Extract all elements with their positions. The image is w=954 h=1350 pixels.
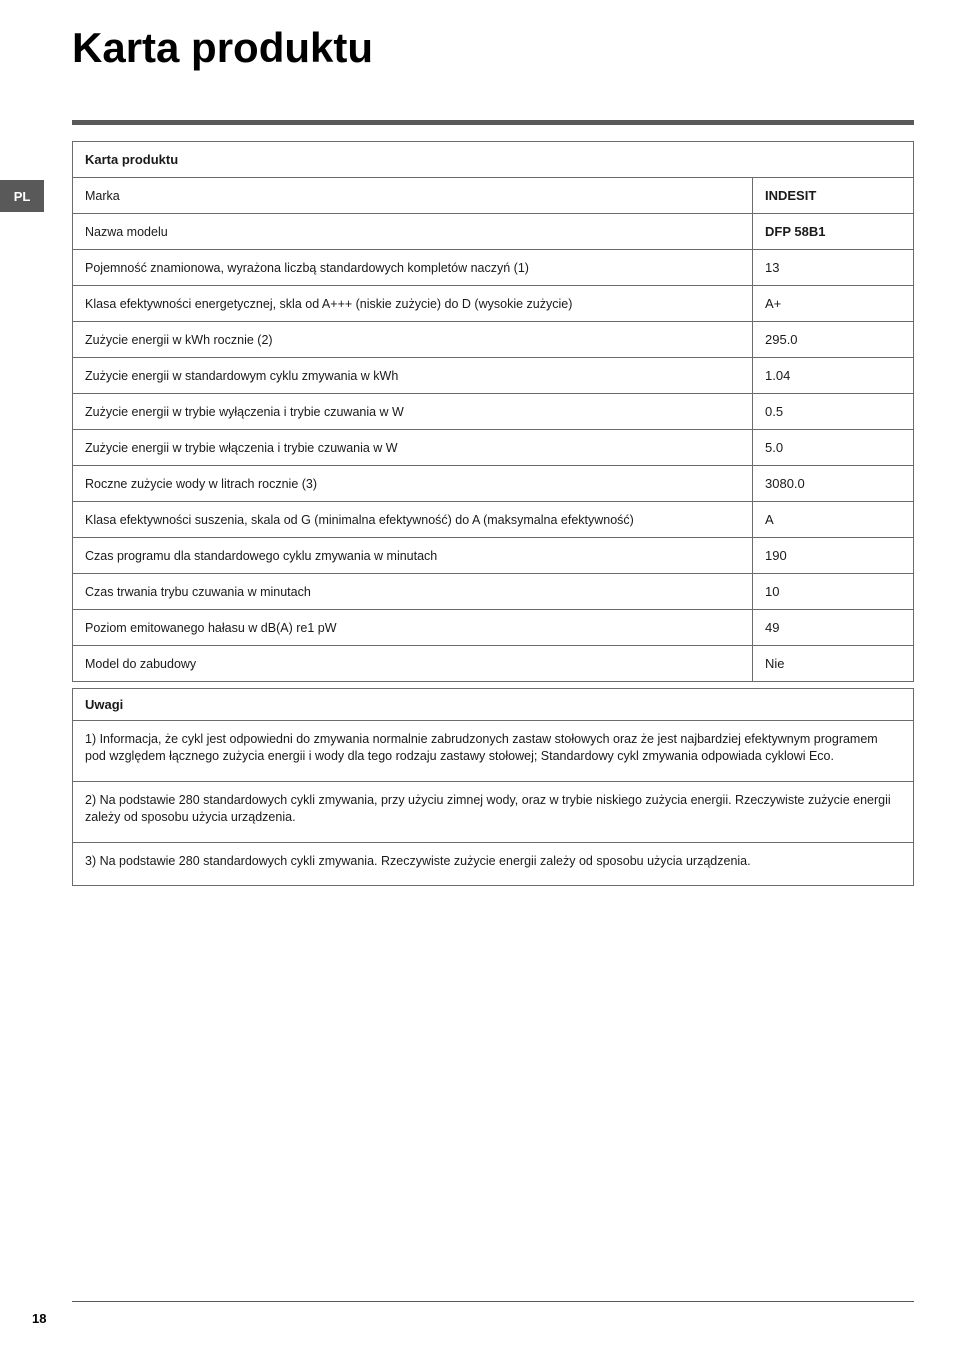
page-number: 18 <box>32 1311 46 1326</box>
table-row: Czas trwania trybu czuwania w minutach10 <box>73 574 914 610</box>
product-data-table: Karta produktu MarkaINDESITNazwa modeluD… <box>72 141 914 682</box>
spec-value: 0.5 <box>753 394 914 430</box>
spec-value: DFP 58B1 <box>753 214 914 250</box>
table-row: Zużycie energii w kWh rocznie (2)295.0 <box>73 322 914 358</box>
table-row: Pojemność znamionowa, wyrażona liczbą st… <box>73 250 914 286</box>
note-text: 3) Na podstawie 280 standardowych cykli … <box>73 842 914 886</box>
spec-label: Roczne zużycie wody w litrach rocznie (3… <box>73 466 753 502</box>
spec-label: Zużycie energii w trybie włączenia i try… <box>73 430 753 466</box>
spec-value: 5.0 <box>753 430 914 466</box>
spec-label: Czas trwania trybu czuwania w minutach <box>73 574 753 610</box>
table-row: MarkaINDESIT <box>73 178 914 214</box>
spec-label: Zużycie energii w standardowym cyklu zmy… <box>73 358 753 394</box>
language-tab: PL <box>0 180 44 212</box>
table-row: Roczne zużycie wody w litrach rocznie (3… <box>73 466 914 502</box>
footer-rule <box>72 1301 914 1303</box>
page-container: Karta produktu Karta produktu MarkaINDES… <box>0 0 954 886</box>
spec-value: 190 <box>753 538 914 574</box>
spec-value: 13 <box>753 250 914 286</box>
header-rule <box>72 120 914 125</box>
spec-label: Poziom emitowanego hałasu w dB(A) re1 pW <box>73 610 753 646</box>
table-row: Model do zabudowyNie <box>73 646 914 682</box>
spec-label: Pojemność znamionowa, wyrażona liczbą st… <box>73 250 753 286</box>
page-title: Karta produktu <box>72 24 914 72</box>
spec-label: Klasa efektywności suszenia, skala od G … <box>73 502 753 538</box>
spec-value: INDESIT <box>753 178 914 214</box>
table-row: Zużycie energii w trybie wyłączenia i tr… <box>73 394 914 430</box>
table-row: Zużycie energii w trybie włączenia i try… <box>73 430 914 466</box>
table-row: Zużycie energii w standardowym cyklu zmy… <box>73 358 914 394</box>
spec-value: 295.0 <box>753 322 914 358</box>
notes-table: Uwagi 1) Informacja, że cykl jest odpowi… <box>72 688 914 886</box>
spec-value: 1.04 <box>753 358 914 394</box>
spec-label: Marka <box>73 178 753 214</box>
table-row: Czas programu dla standardowego cyklu zm… <box>73 538 914 574</box>
notes-header: Uwagi <box>73 689 914 721</box>
note-row: 2) Na podstawie 280 standardowych cykli … <box>73 781 914 842</box>
spec-value: 49 <box>753 610 914 646</box>
spec-value: A+ <box>753 286 914 322</box>
note-text: 2) Na podstawie 280 standardowych cykli … <box>73 781 914 842</box>
spec-value: 10 <box>753 574 914 610</box>
table-row: Klasa efektywności energetycznej, skla o… <box>73 286 914 322</box>
spec-value: 3080.0 <box>753 466 914 502</box>
note-text: 1) Informacja, że cykl jest odpowiedni d… <box>73 721 914 782</box>
spec-label: Zużycie energii w kWh rocznie (2) <box>73 322 753 358</box>
note-row: 1) Informacja, że cykl jest odpowiedni d… <box>73 721 914 782</box>
spec-value: A <box>753 502 914 538</box>
spec-label: Nazwa modelu <box>73 214 753 250</box>
note-row: 3) Na podstawie 280 standardowych cykli … <box>73 842 914 886</box>
table-row: Klasa efektywności suszenia, skala od G … <box>73 502 914 538</box>
table-header: Karta produktu <box>73 142 914 178</box>
spec-label: Zużycie energii w trybie wyłączenia i tr… <box>73 394 753 430</box>
spec-label: Model do zabudowy <box>73 646 753 682</box>
spec-label: Czas programu dla standardowego cyklu zm… <box>73 538 753 574</box>
spec-label: Klasa efektywności energetycznej, skla o… <box>73 286 753 322</box>
table-row: Poziom emitowanego hałasu w dB(A) re1 pW… <box>73 610 914 646</box>
table-row: Nazwa modeluDFP 58B1 <box>73 214 914 250</box>
spec-value: Nie <box>753 646 914 682</box>
